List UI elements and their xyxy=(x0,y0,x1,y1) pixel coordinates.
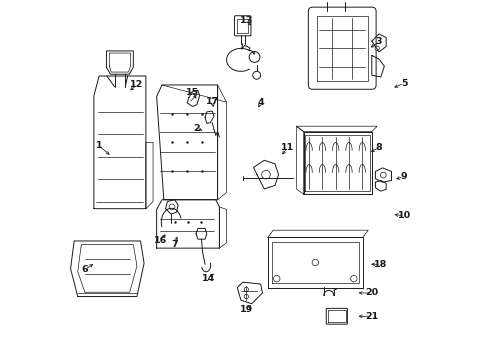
FancyBboxPatch shape xyxy=(308,7,375,89)
Circle shape xyxy=(350,275,356,282)
Polygon shape xyxy=(145,142,153,209)
Polygon shape xyxy=(237,282,262,304)
Polygon shape xyxy=(296,126,303,194)
Polygon shape xyxy=(70,241,144,297)
Text: 18: 18 xyxy=(373,260,386,269)
Polygon shape xyxy=(204,111,214,123)
Polygon shape xyxy=(305,135,369,191)
Text: 8: 8 xyxy=(375,143,382,152)
Polygon shape xyxy=(267,230,367,237)
Circle shape xyxy=(261,170,270,179)
Polygon shape xyxy=(375,168,391,182)
Polygon shape xyxy=(219,207,226,248)
Text: 20: 20 xyxy=(365,288,378,297)
Text: 6: 6 xyxy=(81,265,88,274)
Polygon shape xyxy=(187,90,199,107)
Text: 1: 1 xyxy=(96,141,102,150)
Circle shape xyxy=(252,71,260,79)
FancyBboxPatch shape xyxy=(325,309,346,324)
Polygon shape xyxy=(106,51,133,74)
Circle shape xyxy=(169,204,175,210)
Polygon shape xyxy=(156,85,217,200)
Text: 13: 13 xyxy=(239,16,252,25)
Text: 12: 12 xyxy=(130,81,143,90)
Text: 19: 19 xyxy=(239,305,252,314)
Polygon shape xyxy=(271,242,358,283)
Text: 17: 17 xyxy=(205,96,219,105)
Text: 14: 14 xyxy=(202,274,215,283)
Text: 3: 3 xyxy=(375,37,382,46)
Circle shape xyxy=(244,287,248,292)
Polygon shape xyxy=(327,310,345,322)
Text: 11: 11 xyxy=(280,143,294,152)
Circle shape xyxy=(311,259,318,266)
Polygon shape xyxy=(316,16,367,81)
Polygon shape xyxy=(303,132,371,194)
Circle shape xyxy=(374,46,379,50)
Polygon shape xyxy=(267,237,362,288)
Polygon shape xyxy=(237,19,248,33)
Text: 10: 10 xyxy=(397,211,410,220)
Circle shape xyxy=(244,294,248,299)
Polygon shape xyxy=(375,180,386,191)
Polygon shape xyxy=(253,160,278,189)
Polygon shape xyxy=(217,85,226,200)
Polygon shape xyxy=(165,200,178,214)
Polygon shape xyxy=(94,76,145,209)
Text: 16: 16 xyxy=(153,237,166,246)
Circle shape xyxy=(273,275,280,282)
Circle shape xyxy=(249,51,260,62)
Text: 7: 7 xyxy=(171,240,178,249)
Text: 2: 2 xyxy=(192,123,199,132)
Polygon shape xyxy=(371,34,386,52)
Text: 9: 9 xyxy=(400,172,407,181)
Text: 4: 4 xyxy=(257,98,264,107)
Circle shape xyxy=(380,172,386,178)
Polygon shape xyxy=(156,200,219,248)
Polygon shape xyxy=(371,55,384,77)
Text: 21: 21 xyxy=(365,312,378,321)
Text: 5: 5 xyxy=(400,79,407,88)
Polygon shape xyxy=(196,228,206,239)
Polygon shape xyxy=(296,126,376,132)
Text: 15: 15 xyxy=(185,87,199,96)
FancyBboxPatch shape xyxy=(234,16,250,36)
